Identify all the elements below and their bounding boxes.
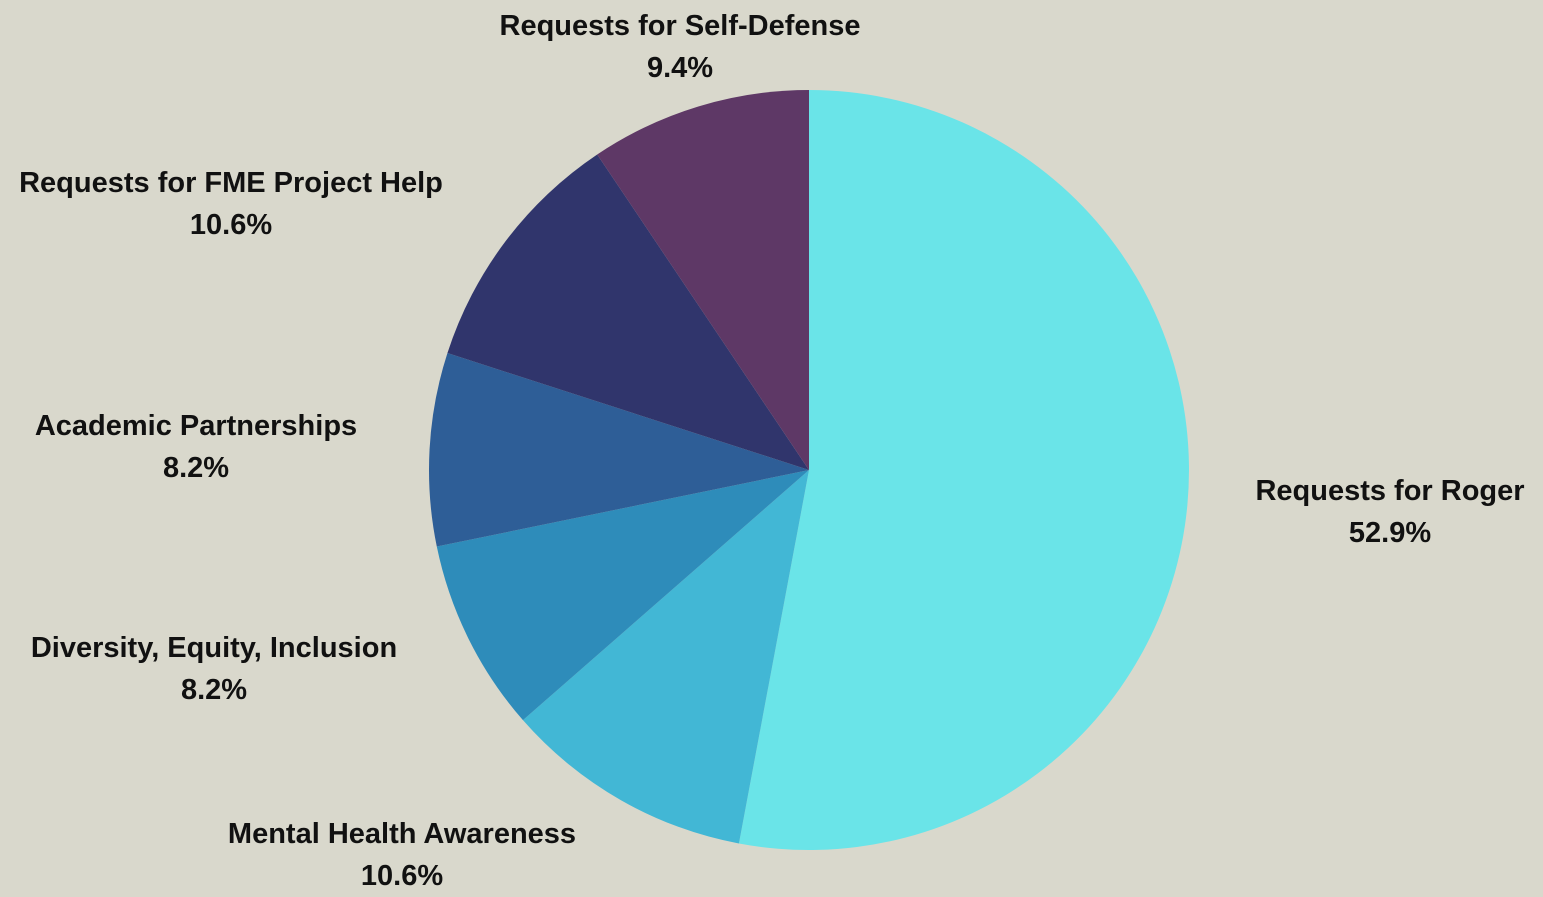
- pie-slice-mental-health-awareness: [522, 470, 809, 844]
- slice-label-requests-for-self-defense: Requests for Self-Defense: [500, 10, 861, 42]
- slice-label-academic-partnerships: Academic Partnerships: [35, 410, 357, 442]
- slice-value-requests-for-fme-project-help: 10.6%: [190, 209, 272, 241]
- slice-label-requests-for-roger: Requests for Roger: [1255, 475, 1524, 507]
- slice-label-mental-health-awareness: Mental Health Awareness: [228, 818, 576, 850]
- slice-value-academic-partnerships: 8.2%: [163, 452, 229, 484]
- slice-value-requests-for-self-defense: 9.4%: [647, 52, 713, 84]
- pie-slices: [428, 90, 1189, 850]
- slice-value-mental-health-awareness: 10.6%: [361, 860, 443, 892]
- pie-slice-requests-for-roger: [738, 90, 1189, 850]
- slice-label-diversity-equity-inclusion: Diversity, Equity, Inclusion: [31, 632, 397, 664]
- pie-slice-diversity-equity-inclusion: [436, 470, 809, 721]
- pie-slice-requests-for-self-defense: [597, 90, 809, 470]
- pie-slice-requests-for-fme-project-help: [447, 154, 809, 470]
- slice-label-requests-for-fme-project-help: Requests for FME Project Help: [19, 167, 443, 199]
- pie-slice-academic-partnerships: [428, 353, 809, 547]
- slice-value-requests-for-roger: 52.9%: [1349, 517, 1431, 549]
- slice-value-diversity-equity-inclusion: 8.2%: [181, 674, 247, 706]
- pie-labels: Requests for Roger 52.9% Mental Health Awa…: [19, 10, 1524, 892]
